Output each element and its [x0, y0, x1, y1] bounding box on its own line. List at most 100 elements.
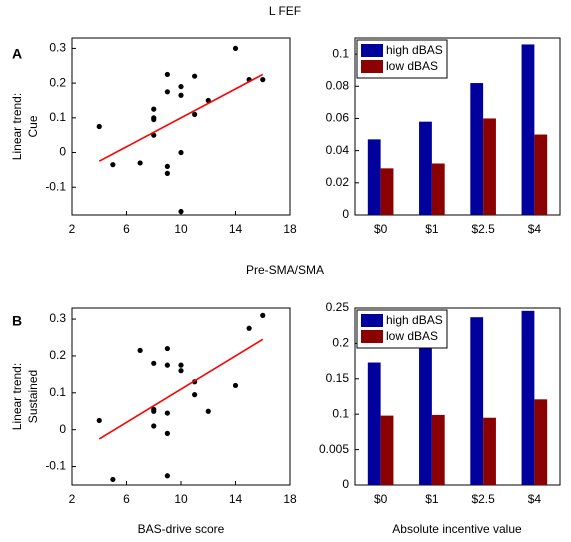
x-tick-label: $0	[374, 222, 388, 236]
point	[151, 360, 157, 366]
bar	[521, 310, 535, 485]
point	[151, 116, 157, 123]
point	[164, 89, 170, 95]
bar	[419, 346, 432, 485]
bar	[431, 414, 445, 485]
y-tick-label: 0.1	[332, 406, 349, 420]
point	[192, 111, 198, 117]
legend-swatch	[361, 60, 383, 73]
x-tick-label: $4	[528, 222, 542, 236]
plot-frame	[354, 307, 561, 486]
point	[164, 163, 170, 170]
point	[151, 106, 157, 112]
point	[178, 368, 184, 374]
panel-title: Pre-SMA/SMA	[246, 263, 324, 277]
panel-title: L FEF	[269, 4, 301, 18]
y-tick-label: 0	[59, 422, 66, 436]
bar	[483, 417, 496, 485]
y-axis-label: Linear trend:	[10, 93, 24, 160]
y-tick-label: 0.2	[332, 336, 349, 350]
y-tick-label: 0.1	[332, 46, 349, 60]
legend-label: low dBAS	[386, 59, 438, 73]
point	[178, 208, 184, 215]
y-tick-label: 0.25	[326, 300, 350, 314]
x-tick-label: $1	[425, 222, 439, 236]
legend-label: high dBAS	[386, 43, 443, 57]
y-tick-label: 0.04	[326, 143, 350, 157]
point	[232, 382, 239, 389]
bar	[470, 317, 484, 485]
y-tick-label: 0.02	[326, 175, 350, 189]
point	[164, 430, 170, 436]
point	[178, 149, 184, 156]
point	[164, 473, 170, 479]
point	[96, 417, 102, 424]
bar	[483, 118, 496, 215]
y-tick-label: 0.1	[49, 110, 66, 124]
y-axis-label: Sustained	[26, 370, 40, 423]
x-tick-label: 18	[283, 222, 297, 236]
point	[178, 362, 184, 368]
x-tick-label: $4	[528, 492, 542, 506]
x-tick-label: $1	[425, 492, 439, 506]
plot-frame	[71, 307, 291, 486]
legend-label: low dBAS	[386, 329, 438, 343]
point	[164, 71, 170, 78]
bar	[419, 121, 432, 215]
fit-line	[98, 338, 264, 440]
point	[164, 170, 170, 176]
point	[151, 423, 157, 429]
plot-frame	[71, 37, 291, 216]
point	[246, 325, 252, 331]
point	[232, 45, 239, 52]
bar	[431, 163, 445, 215]
plot-frame	[354, 37, 561, 216]
y-tick-label: 0.1	[49, 385, 66, 399]
bar	[380, 168, 394, 215]
point	[164, 362, 170, 368]
point	[96, 123, 102, 130]
bar	[470, 83, 484, 216]
point	[260, 312, 266, 318]
point	[164, 345, 170, 352]
y-tick-label: 0.005	[319, 442, 349, 456]
point	[137, 347, 143, 354]
bar	[380, 415, 394, 485]
x-tick-label: 14	[229, 222, 243, 236]
panel-label: B	[12, 313, 22, 329]
y-tick-label: 0	[59, 145, 66, 159]
bar	[534, 134, 548, 215]
y-tick-label: 0.2	[49, 75, 66, 89]
point	[192, 73, 198, 79]
legend-label: high dBAS	[386, 313, 443, 327]
x-tick-label: 10	[174, 492, 188, 506]
point	[164, 410, 170, 416]
bar	[534, 399, 548, 485]
y-tick-label: -0.1	[45, 459, 66, 473]
point	[178, 92, 184, 98]
x-axis-label: BAS-drive score	[138, 522, 225, 536]
point	[110, 476, 116, 483]
y-tick-label: 0.2	[49, 348, 66, 362]
point	[178, 83, 184, 90]
bar	[367, 362, 381, 485]
x-tick-label: $0	[374, 492, 388, 506]
point	[260, 77, 266, 83]
y-tick-label: 0.06	[326, 111, 350, 125]
y-tick-label: 0.15	[326, 371, 350, 385]
bar	[521, 44, 535, 215]
x-tick-label: 6	[123, 222, 130, 236]
legend-swatch	[361, 44, 383, 57]
y-tick-label: 0.08	[326, 78, 350, 92]
x-tick-label: 18	[283, 492, 297, 506]
y-axis-label: Linear trend:	[10, 363, 24, 430]
point	[110, 162, 116, 168]
legend-swatch	[361, 314, 383, 327]
x-tick-label: 10	[174, 222, 188, 236]
bar	[367, 139, 381, 215]
point	[205, 408, 211, 414]
x-tick-label: 2	[69, 222, 76, 236]
x-tick-label: 2	[69, 492, 76, 506]
point	[192, 392, 198, 398]
